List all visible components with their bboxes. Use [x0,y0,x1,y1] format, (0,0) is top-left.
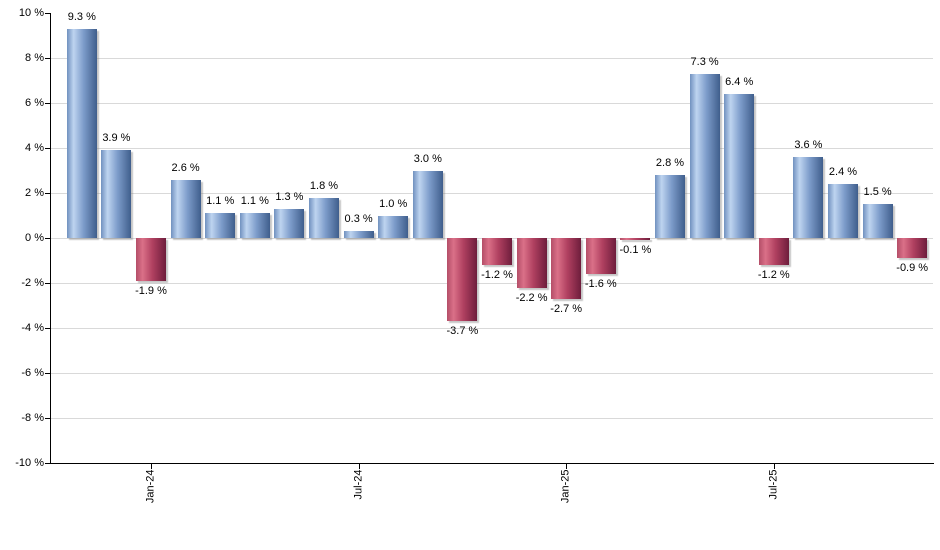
x-axis-tick [151,463,152,469]
bar-value-label: 1.0 % [379,197,408,210]
bar-value-label: 9.3 % [67,10,96,23]
bar[interactable] [689,73,720,238]
y-axis-tick-label: -4 % [21,322,44,334]
bar[interactable] [585,238,616,274]
x-axis-tick-label: Jul-24 [352,469,365,500]
x-axis-tick-label: Jul-25 [767,469,780,500]
bar[interactable] [170,179,201,238]
y-axis-tick [45,148,50,149]
bar-value-label: 0.3 % [344,213,373,226]
bar[interactable] [551,238,582,299]
bar[interactable] [655,175,685,238]
y-axis-tick-label: 4 % [25,142,44,154]
y-axis-line [50,13,51,464]
bar-value-label: -2.2 % [515,291,548,304]
y-axis-tick [45,463,50,464]
bar[interactable] [136,238,166,281]
y-axis-tick-label: 8 % [25,52,44,64]
bar-value-label: 1.1 % [240,195,269,208]
y-axis-tick [45,103,50,104]
bar[interactable] [274,208,305,238]
bar[interactable] [620,238,651,241]
y-axis-tick [45,193,50,194]
bar[interactable] [482,238,512,265]
y-axis-tick [45,58,50,59]
y-axis-tick [45,283,50,284]
bar-value-label: 3.9 % [102,132,131,145]
bar-value-label: -2.7 % [550,302,583,315]
gridline [50,148,933,149]
bar-value-label: -1.6 % [584,278,617,290]
bar-value-label: -1.2 % [757,269,790,281]
y-axis-tick-label: 2 % [25,187,44,199]
bar[interactable] [758,238,789,265]
bar[interactable] [724,94,755,238]
bar[interactable] [101,150,132,238]
bar-value-label: 1.3 % [275,190,304,203]
bar-value-label: 2.8 % [655,157,685,169]
bar[interactable] [862,204,893,238]
bar-value-label: -1.2 % [481,269,513,281]
y-axis-tick [45,328,50,329]
bar-value-label: -0.9 % [896,262,929,275]
bar-value-label: 3.0 % [413,152,442,165]
bar-value-label: 3.6 % [794,139,823,151]
gridline [50,373,933,374]
y-axis-tick-label: 0 % [25,232,44,244]
bar[interactable] [205,213,236,238]
y-axis-tick-label: -2 % [21,277,44,289]
x-axis-tick-label: Jan-25 [559,469,572,504]
y-axis-tick-label: -6 % [21,367,44,379]
bar[interactable] [793,157,824,238]
bar[interactable] [828,184,858,238]
y-axis-tick-label: -10 % [15,457,44,469]
bar-value-label: -1.9 % [135,284,167,297]
x-axis-line [50,463,934,464]
bar[interactable] [412,170,443,238]
gridline [50,193,933,194]
gridline [50,283,933,284]
y-axis-tick [45,373,50,374]
bar-value-label: 2.4 % [828,166,858,178]
bar[interactable] [516,238,547,288]
x-axis-tick-label: Jan-24 [144,469,157,504]
gridline [50,58,933,59]
y-axis-tick [45,13,50,14]
bar-value-label: 1.8 % [309,179,339,192]
bar[interactable] [309,197,339,238]
bar-value-label: -0.1 % [619,244,652,257]
bar-value-label: -3.7 % [446,325,479,338]
bar-value-label: 2.6 % [171,161,200,174]
gridline [50,418,933,419]
x-axis-tick [566,463,568,469]
x-axis-tick [773,463,775,469]
gridline [50,328,933,329]
bar-value-label: 1.5 % [863,186,892,199]
y-axis-tick [45,418,50,419]
x-axis-tick [358,463,360,469]
bar[interactable] [343,231,374,238]
bar-value-label: 1.1 % [206,195,235,208]
gridline [50,103,933,104]
bar[interactable] [447,238,478,322]
y-axis-tick-label: 10 % [18,7,44,19]
bar[interactable] [378,215,409,238]
bar[interactable] [239,213,270,238]
bar[interactable] [897,238,928,259]
bar-value-label: 6.4 % [725,76,754,88]
bar-value-label: 7.3 % [690,55,719,68]
y-axis-tick-label: -8 % [21,412,44,424]
y-axis-tick-label: 6 % [25,97,44,109]
bar[interactable] [66,28,97,238]
y-axis-tick [45,238,50,239]
